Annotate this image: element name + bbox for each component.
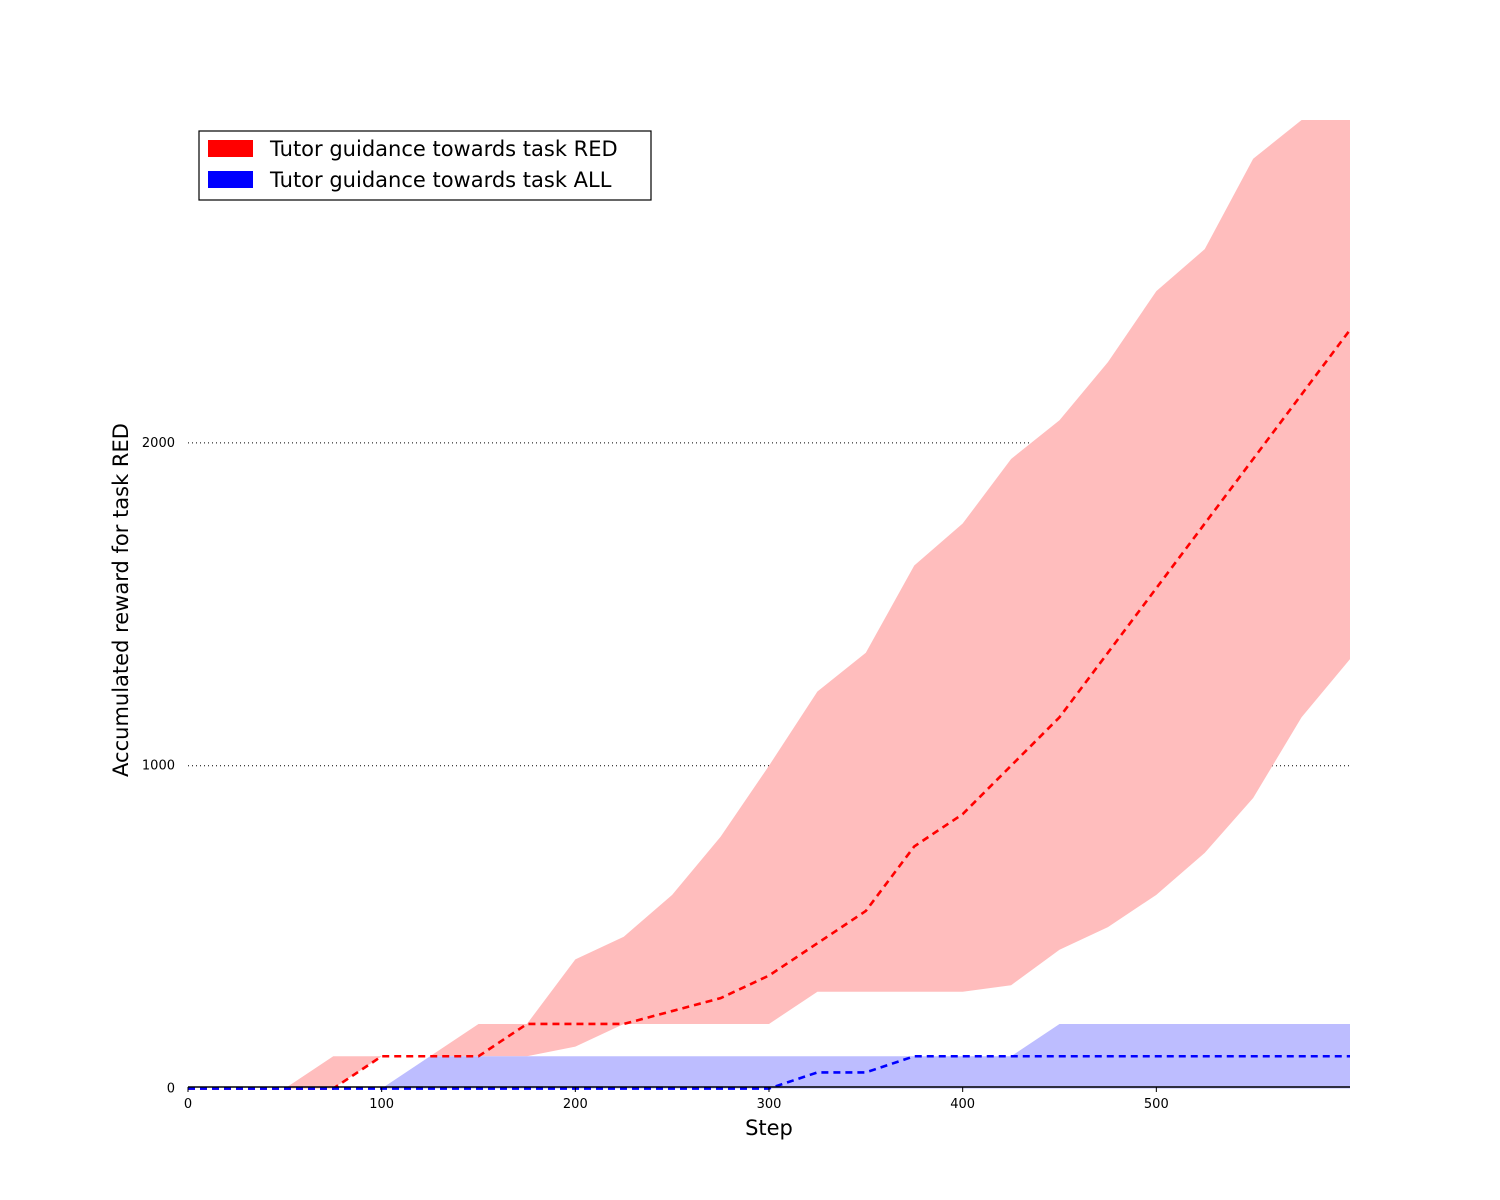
x-tick-label-0: 0 [184, 1097, 192, 1112]
y-tick-label-2000: 2000 [142, 436, 175, 451]
x-axis-title: Step [745, 1116, 793, 1140]
y-axis-title: Accumulated reward for task RED [109, 423, 133, 777]
legend-label-red: Tutor guidance towards task RED [269, 137, 618, 161]
legend-swatch-blue [208, 171, 253, 188]
confidence-bands [188, 120, 1350, 1089]
legend-frame [198, 130, 652, 201]
x-tick-label-500: 500 [1144, 1097, 1169, 1112]
axes: 0 100 200 300 400 500 0 1000 2000 [142, 436, 1350, 1112]
x-tick-label-200: 200 [563, 1097, 588, 1112]
legend-label-blue: Tutor guidance towards task ALL [269, 168, 612, 192]
band-series-1 [188, 1023, 1350, 1089]
y-tick-label-1000: 1000 [142, 759, 175, 774]
x-tick-label-100: 100 [369, 1097, 394, 1112]
legend-swatch-red [208, 140, 253, 157]
band-series-0 [188, 120, 1350, 1089]
legend: Tutor guidance towards task RED Tutor gu… [198, 130, 652, 201]
x-tick-label-400: 400 [950, 1097, 975, 1112]
y-tick-label-0: 0 [167, 1082, 175, 1097]
x-tick-label-300: 300 [757, 1097, 782, 1112]
